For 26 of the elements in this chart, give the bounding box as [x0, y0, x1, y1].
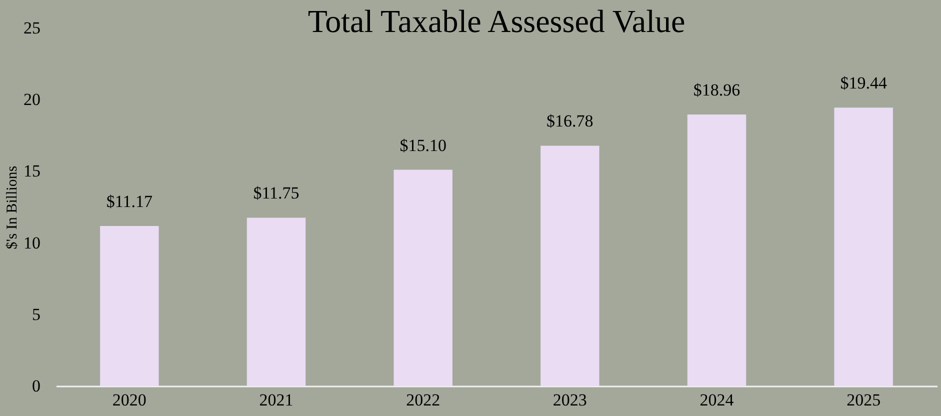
y-tick-label: 10	[24, 233, 40, 252]
bar	[540, 146, 600, 386]
bar	[246, 218, 306, 386]
y-tick-label: 20	[24, 90, 40, 110]
y-tick-label: 15	[24, 162, 40, 181]
data-label: $18.96	[693, 80, 740, 100]
y-tick-label: 5	[32, 304, 40, 324]
data-label: $16.78	[546, 112, 594, 131]
y-tick-label: 25	[24, 18, 40, 38]
bar	[834, 108, 893, 386]
chart-title: Total Taxable Assessed Value	[308, 3, 686, 39]
data-label: $15.10	[400, 136, 446, 155]
bar	[687, 114, 746, 386]
y-axis-title: $'s In Billions	[4, 166, 20, 250]
x-tick-label: 2025	[846, 390, 881, 410]
x-tick-label: 2022	[406, 390, 440, 410]
data-label: $19.44	[840, 74, 888, 93]
x-tick-label: 2024	[700, 390, 734, 410]
bar	[394, 170, 452, 386]
data-label: $11.75	[253, 184, 300, 203]
x-tick-label: 2023	[552, 390, 587, 410]
x-tick-label: 2020	[112, 390, 146, 410]
bar	[100, 226, 159, 386]
x-tick-label: 2021	[259, 390, 294, 410]
y-tick-label: 0	[32, 376, 40, 396]
data-label: $11.17	[106, 192, 153, 212]
